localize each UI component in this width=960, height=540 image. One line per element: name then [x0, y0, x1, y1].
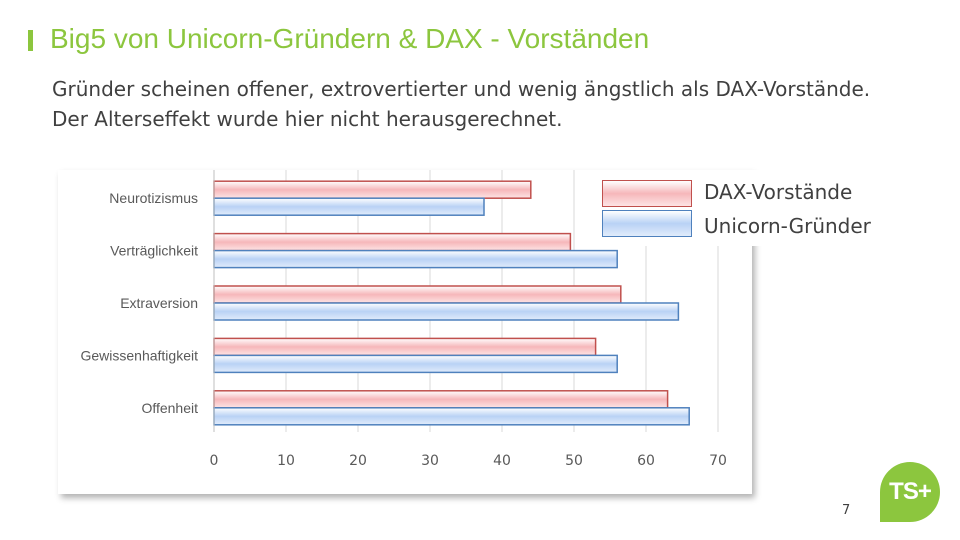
- logo-text: TS+: [889, 478, 932, 505]
- slide-subtitle: Gründer scheinen offener, extrovertierte…: [52, 77, 871, 131]
- x-tick-label: 10: [277, 453, 295, 469]
- legend-item-dax: DAX-Vorstände: [600, 176, 920, 212]
- x-tick-label: 60: [637, 453, 655, 469]
- x-tick-label: 30: [421, 453, 439, 469]
- bar-dax-5: [213, 390, 669, 409]
- bar-unicorn-4: [213, 354, 618, 374]
- x-axis-ticks: 0 10 20 30 40 50 60 70: [210, 453, 727, 469]
- bar-chart: Neurotizismus Verträglichkeit Extraversion…: [80, 170, 727, 469]
- chart-legend: DAX-Vorstände Unicorn-Gründer: [600, 170, 920, 246]
- x-tick-label: 40: [493, 453, 511, 469]
- bar-unicorn-3: [213, 302, 680, 321]
- x-tick-label: 0: [210, 453, 219, 469]
- bar-unicorn-5: [213, 407, 690, 426]
- x-tick-label: 50: [565, 453, 583, 469]
- category-label: Offenheit: [141, 400, 198, 416]
- bars: [213, 170, 690, 432]
- category-label: Extraversion: [120, 295, 198, 311]
- legend-label-dax: DAX-Vorstände: [704, 180, 853, 204]
- x-tick-label: 20: [349, 453, 367, 469]
- bar-dax-4: [213, 337, 597, 357]
- category-label: Gewissenhaftigkeit: [80, 347, 198, 363]
- legend-swatch-unicorn: [602, 210, 692, 237]
- legend-item-unicorn: Unicorn-Gründer: [600, 210, 920, 246]
- legend-label-unicorn: Unicorn-Gründer: [704, 214, 871, 238]
- bar-unicorn-2: [213, 249, 618, 269]
- ts-plus-logo: TS+: [880, 462, 940, 522]
- bar-dax-2: [213, 232, 572, 252]
- slide-title: Big5 von Unicorn-Gründern & DAX - Vorstä…: [50, 23, 650, 54]
- category-labels: Neurotizismus Verträglichkeit Extraversion…: [80, 190, 198, 416]
- legend-swatch-dax: [602, 180, 692, 207]
- bar-dax-3: [213, 285, 622, 304]
- title-accent-bar: [28, 30, 33, 51]
- category-label: Neurotizismus: [109, 190, 198, 206]
- category-label: Verträglichkeit: [110, 243, 198, 259]
- x-tick-label: 70: [709, 453, 727, 469]
- bar-unicorn-1: [213, 197, 485, 216]
- page-number: 7: [842, 503, 851, 518]
- bar-dax-1: [213, 180, 532, 199]
